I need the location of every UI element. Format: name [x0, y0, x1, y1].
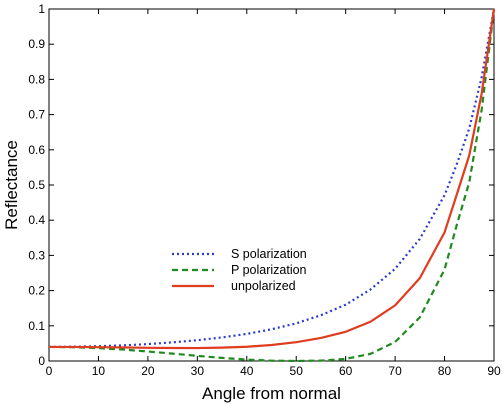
y-tick-label: 0.2	[28, 284, 45, 298]
x-tick-label: 90	[487, 364, 501, 378]
y-tick-label: 0.1	[28, 319, 45, 333]
y-axis-label: Reflectance	[2, 140, 21, 230]
series-lines	[48, 8, 496, 363]
x-tick-label: 60	[339, 364, 353, 378]
legend: S polarization P polarization unpolarized	[172, 247, 307, 293]
x-tick-label: 40	[240, 364, 254, 378]
y-tick-label: 0	[38, 354, 45, 368]
legend-label: S polarization	[231, 247, 307, 261]
y-tick-label: 0.8	[28, 72, 45, 86]
x-tick-label: 80	[438, 364, 452, 378]
axis-ticks: 0 10 20 30 40 50 60 70 80 90 0 0.1 0.2 0.3 0.4 0.5 0.6 0.…	[28, 2, 501, 378]
legend-label: P polarization	[231, 263, 307, 277]
y-tick-label: 0.9	[28, 37, 45, 51]
x-tick-label: 50	[290, 364, 304, 378]
x-axis-label: Angle from normal	[202, 384, 341, 403]
x-tick-label: 20	[141, 364, 155, 378]
series-line-p-polarization	[48, 8, 496, 363]
plot-area	[48, 8, 495, 362]
y-tick-label: 0.6	[28, 143, 45, 157]
legend-label: unpolarized	[231, 279, 296, 293]
y-tick-label: 0.5	[28, 178, 45, 192]
x-tick-label: 0	[46, 364, 53, 378]
x-tick-label: 30	[191, 364, 205, 378]
y-tick-label: 0.7	[28, 108, 45, 122]
x-tick-label: 70	[388, 364, 402, 378]
y-tick-label: 0.3	[28, 248, 45, 262]
series-line-unpolarized	[49, 8, 496, 350]
x-tick-label: 10	[92, 364, 106, 378]
y-tick-label: 1	[38, 2, 45, 16]
y-tick-label: 0.4	[28, 213, 45, 227]
